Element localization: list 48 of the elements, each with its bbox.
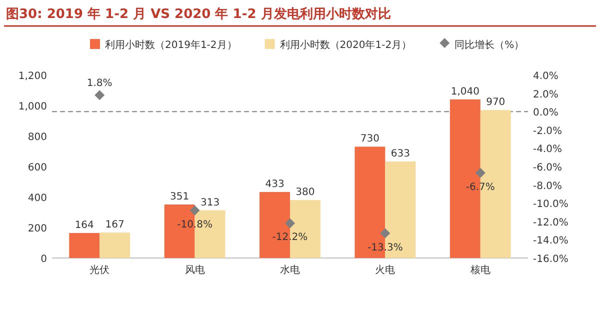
data-label: 351 [170, 191, 190, 202]
data-label: -13.3% [368, 242, 403, 254]
data-label: 633 [390, 148, 410, 160]
x-tick-label: 核电 [469, 264, 490, 276]
data-label: 1.8% [86, 78, 112, 90]
y-tick-label: 400 [28, 193, 47, 204]
bar [100, 232, 130, 258]
y2-tick-label: 4.0% [533, 71, 558, 82]
data-label: 167 [105, 220, 124, 231]
data-label: 433 [265, 178, 284, 190]
x-tick-label: 光伏 [90, 264, 110, 276]
point [380, 228, 390, 238]
data-label: -6.7% [466, 182, 495, 193]
y2-tick-label: -6.0% [533, 162, 562, 174]
y-tick-label: 600 [28, 162, 47, 174]
data-label: 730 [360, 134, 380, 145]
y-tick-label: 1,000 [18, 102, 47, 112]
y2-tick-label: -14.0% [533, 236, 568, 247]
y-tick-label: 800 [28, 132, 47, 143]
chart-title: 图30: 2019 年 1-2 月 VS 2020 年 1-2 月发电利用小时数对比 [6, 6, 391, 22]
data-label: -10.8% [177, 219, 212, 230]
legend-label: 利用小时数（2019年1-2月） [105, 39, 237, 51]
data-label: 1,040 [450, 86, 480, 98]
legend-label: 同比增长（%） [454, 39, 524, 51]
y2-tick-label: 0.0% [533, 108, 558, 119]
bar [69, 232, 100, 258]
y-tick-label: 200 [28, 224, 47, 234]
y-tick-label: 1,200 [18, 71, 47, 82]
data-label: 380 [296, 187, 315, 198]
point [475, 168, 486, 178]
y2-tick-label: 2.0% [533, 89, 558, 100]
point [94, 90, 105, 100]
y2-tick-label: -10.0% [533, 199, 568, 210]
point [285, 218, 295, 228]
y2-tick-label: -8.0% [533, 180, 562, 192]
legend-label: 利用小时数（2020年1-2月） [280, 39, 412, 51]
y2-tick-label: -12.0% [533, 217, 568, 228]
x-tick-label: 火电 [375, 264, 396, 276]
point [190, 205, 200, 216]
data-label: 164 [74, 220, 94, 231]
x-tick-label: 风电 [184, 264, 205, 276]
y-tick-label: 0 [40, 254, 47, 265]
data-label: 970 [486, 97, 506, 108]
x-tick-label: 水电 [280, 264, 300, 276]
y2-tick-label: -2.0% [533, 126, 562, 137]
y2-tick-label: -16.0% [533, 254, 568, 265]
y2-tick-label: -4.0% [533, 144, 562, 156]
data-label: 313 [200, 197, 220, 208]
